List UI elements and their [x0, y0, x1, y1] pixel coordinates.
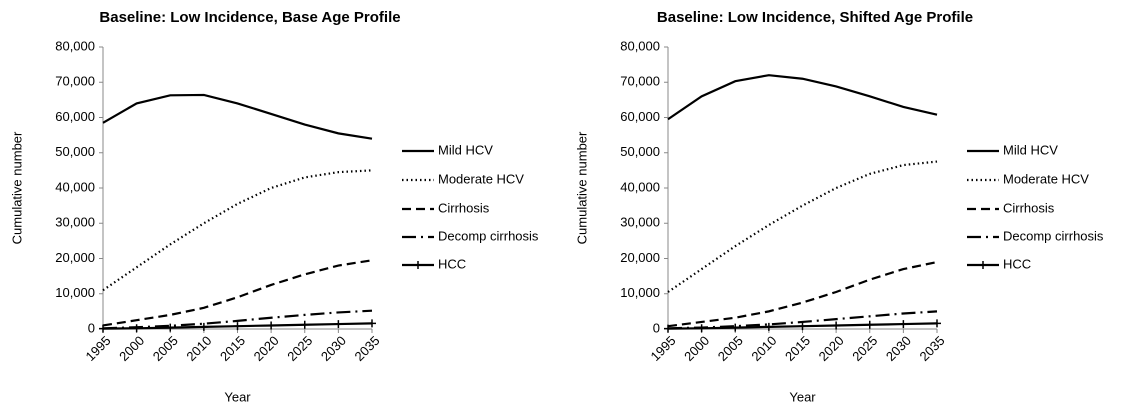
x-tick-label: 2005 [715, 333, 746, 364]
x-axis-label: Year [224, 389, 251, 404]
legend-label: Mild HCV [1003, 142, 1058, 157]
y-tick-label: 70,000 [55, 74, 95, 89]
x-tick-label: 2025 [284, 333, 315, 364]
x-tick-label: 2030 [318, 333, 349, 364]
x-tick-label: 2030 [883, 333, 914, 364]
marker [99, 324, 107, 333]
y-tick-label: 50,000 [620, 144, 660, 159]
series-line [102, 169, 373, 292]
y-tick-label: 80,000 [620, 38, 660, 53]
x-tick-label: 2035 [351, 333, 382, 364]
y-tick-label: 20,000 [55, 250, 95, 265]
y-tick-label: 10,000 [55, 285, 95, 300]
marker [798, 322, 807, 331]
chart-title: Baseline: Low Incidence, Base Age Profil… [99, 9, 400, 26]
marker [166, 323, 175, 332]
marker [731, 323, 740, 332]
x-tick-label: 1995 [647, 333, 678, 364]
marker [233, 322, 242, 331]
marker [368, 319, 376, 328]
y-tick-label: 10,000 [620, 285, 660, 300]
series-line [102, 259, 373, 327]
x-tick-label: 2010 [183, 333, 214, 364]
marker [899, 320, 908, 329]
marker [199, 322, 208, 331]
chart-title: Baseline: Low Incidence, Shifted Age Pro… [657, 9, 973, 26]
y-tick-label: 60,000 [55, 109, 95, 124]
series-line [102, 93, 373, 140]
x-tick-label: 2000 [116, 333, 147, 364]
x-tick-label: 1995 [82, 333, 113, 364]
series-line [667, 74, 938, 121]
y-tick-label: 20,000 [620, 250, 660, 265]
marker [267, 321, 276, 330]
legend-label: Moderate HCV [438, 171, 524, 186]
series-line [667, 310, 938, 330]
legend-label: Mild HCV [438, 142, 493, 157]
marker [132, 324, 141, 333]
marker [764, 322, 773, 331]
x-tick-label: 2010 [748, 333, 779, 364]
x-tick-label: 2000 [681, 333, 712, 364]
x-tick-label: 2005 [150, 333, 181, 364]
legend-label: Decomp cirrhosis [1003, 228, 1104, 243]
y-tick-label: 80,000 [55, 38, 95, 53]
x-tick-label: 2020 [251, 333, 282, 364]
x-tick-label: 2035 [916, 333, 947, 364]
series-line [667, 260, 938, 328]
x-tick-label: 2025 [849, 333, 880, 364]
marker [832, 321, 841, 330]
legend-label: HCC [438, 256, 466, 271]
marker [300, 320, 309, 329]
legend-label: Moderate HCV [1003, 171, 1089, 186]
marker [697, 324, 706, 333]
x-tick-label: 2015 [782, 333, 813, 364]
chart: Baseline: Low Incidence, Base Age Profil… [9, 9, 538, 404]
marker [664, 324, 672, 333]
y-tick-label: 30,000 [620, 215, 660, 230]
y-tick-label: 0 [88, 320, 95, 335]
series-line [667, 160, 938, 293]
marker [334, 320, 343, 329]
series-line [102, 309, 373, 330]
legend-label: Cirrhosis [1003, 200, 1055, 215]
y-tick-label: 70,000 [620, 74, 660, 89]
y-tick-label: 0 [653, 320, 660, 335]
y-tick-label: 40,000 [55, 179, 95, 194]
y-tick-label: 60,000 [620, 109, 660, 124]
y-axis-label: Cumulative number [574, 131, 589, 244]
x-tick-label: 2015 [217, 333, 248, 364]
y-tick-label: 40,000 [620, 179, 660, 194]
marker [933, 319, 941, 328]
marker [865, 320, 874, 329]
y-tick-label: 50,000 [55, 144, 95, 159]
y-tick-label: 30,000 [55, 215, 95, 230]
legend-label: HCC [1003, 256, 1031, 271]
x-tick-label: 2020 [816, 333, 847, 364]
chart: Baseline: Low Incidence, Shifted Age Pro… [574, 9, 1103, 404]
legend-label: Decomp cirrhosis [438, 228, 539, 243]
y-axis-label: Cumulative number [9, 131, 24, 244]
legend-label: Cirrhosis [438, 200, 490, 215]
x-axis-label: Year [789, 389, 816, 404]
